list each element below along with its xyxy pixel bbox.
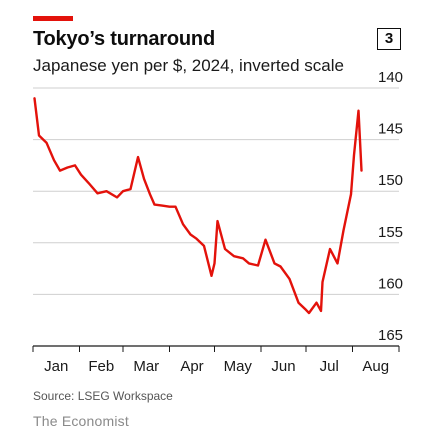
- x-axis-labels: Jan Feb Mar Apr May Jun Jul Aug: [44, 358, 389, 375]
- x-tick-label-feb: Feb: [88, 358, 114, 375]
- y-tick-label-150: 150: [378, 172, 403, 189]
- x-axis: [32, 345, 400, 352]
- chart-title: Tokyo’s turnaround: [33, 28, 215, 50]
- y-axis-labels: 140 145 150 155 160 165: [378, 69, 403, 344]
- source-note: Source: LSEG Workspace: [33, 389, 173, 403]
- y-tick-label-140: 140: [378, 69, 403, 86]
- x-tick-label-aug: Aug: [362, 358, 389, 375]
- x-tick-label-apr: Apr: [180, 358, 203, 375]
- chart-subtitle: Japanese yen per $, 2024, inverted scale: [33, 56, 344, 75]
- y-tick-label-155: 155: [378, 224, 403, 241]
- x-tick-label-jun: Jun: [271, 358, 295, 375]
- series-lines: [33, 97, 363, 315]
- chart-number-badge: 3: [377, 28, 401, 50]
- accent-bar: [33, 16, 73, 21]
- x-tick-label-mar: Mar: [133, 358, 159, 375]
- y-tick-label-160: 160: [378, 275, 403, 292]
- y-tick-label-145: 145: [378, 121, 403, 138]
- series-line-yen-per-dollar: [33, 97, 363, 315]
- line-chart: 140 145 150 155 160 165 Jan Feb Mar Apr May Jun Jul…: [32, 69, 403, 375]
- brand-logo: The Economist: [33, 413, 129, 429]
- x-tick-label-may: May: [224, 358, 253, 375]
- x-tick-label-jul: Jul: [320, 358, 339, 375]
- gridlines: [33, 87, 399, 295]
- y-tick-label-165: 165: [378, 327, 403, 344]
- x-tick-label-jan: Jan: [44, 358, 68, 375]
